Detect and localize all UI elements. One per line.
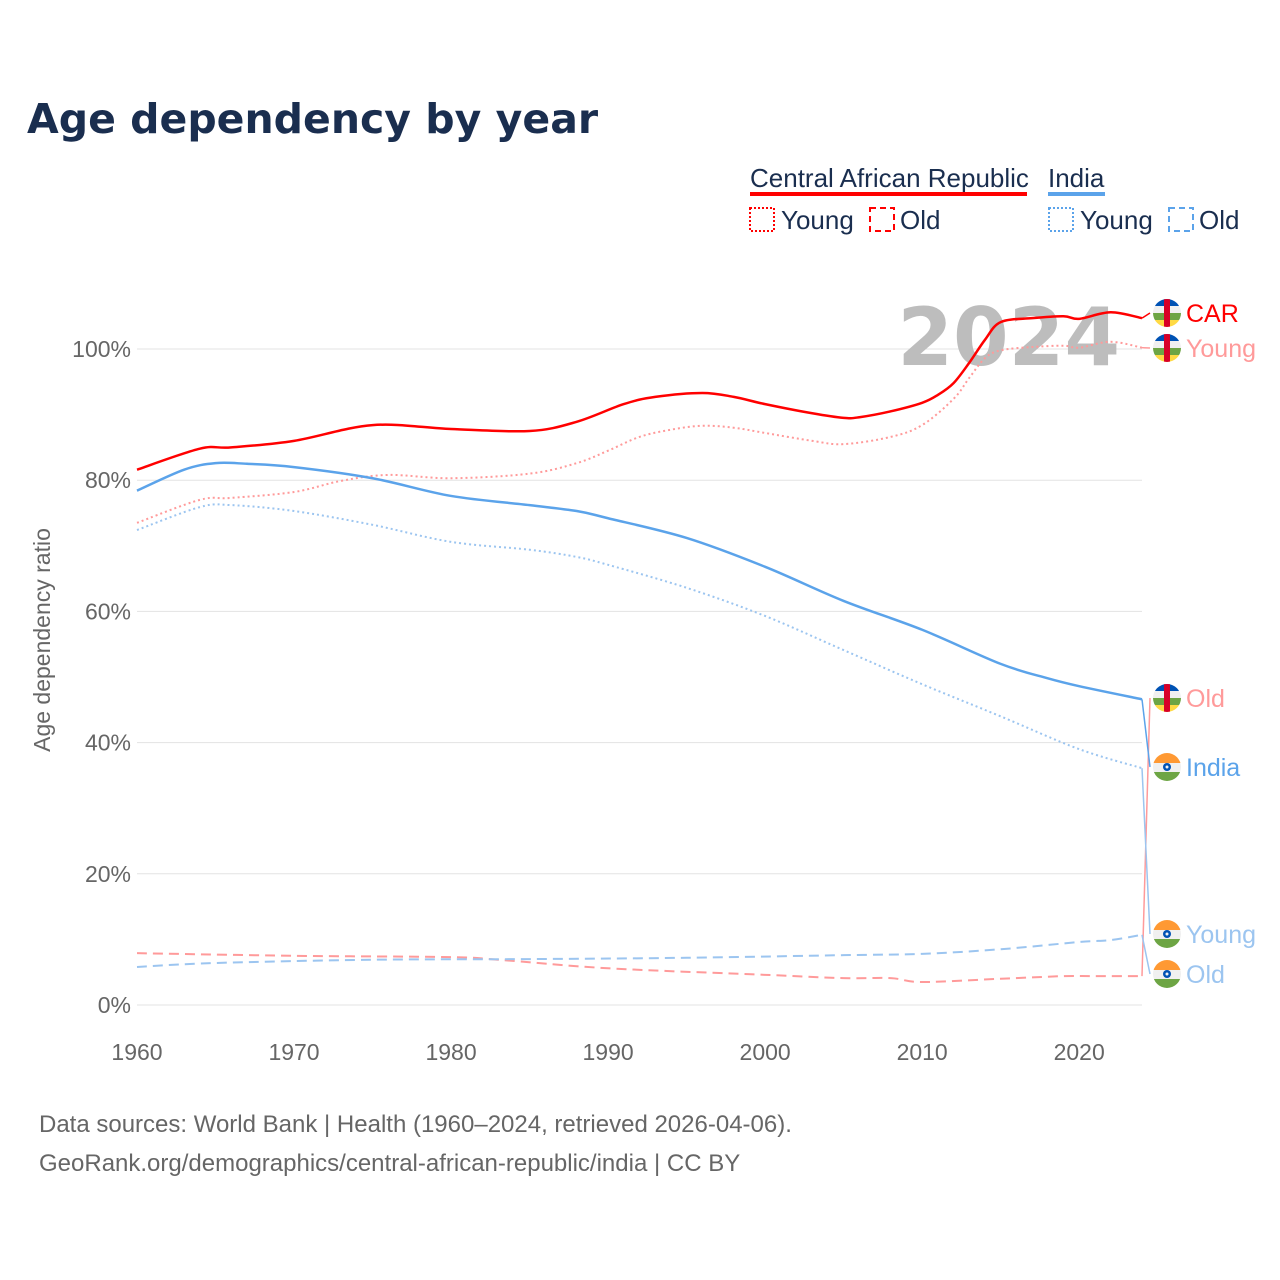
y-tick-label: 0% <box>98 992 131 1018</box>
end-label: India <box>1186 754 1240 782</box>
series-line-india-young <box>136 503 1143 770</box>
end-connector <box>1141 934 1151 975</box>
legend-car-old[interactable]: Old <box>900 205 940 235</box>
y-tick-label: 80% <box>85 467 131 493</box>
legend-india-old-swatch <box>1168 207 1194 232</box>
x-tick-label: 2000 <box>740 1039 791 1065</box>
year-watermark: 2024 <box>897 291 1120 384</box>
car-flag-icon <box>1153 334 1181 362</box>
end-label: Young <box>1186 921 1256 949</box>
legend-country-car[interactable]: Central African Republic <box>750 163 1029 193</box>
legend-india-old[interactable]: Old <box>1199 205 1239 235</box>
end-label: Old <box>1186 685 1225 713</box>
footer-sources: Data sources: World Bank | Health (1960–… <box>39 1111 792 1138</box>
y-tick-label: 40% <box>85 730 131 756</box>
y-tick-label: 20% <box>85 861 131 887</box>
x-tick-label: 2020 <box>1054 1039 1105 1065</box>
series-line-india-old <box>136 933 1143 968</box>
series-line-central-african-republic <box>136 311 1143 471</box>
y-tick-label: 60% <box>85 598 131 624</box>
legend-car-old-swatch <box>869 207 895 232</box>
end-label: Old <box>1186 961 1225 989</box>
legend-india-underline <box>1048 192 1105 196</box>
legend-car-young-swatch <box>749 207 775 232</box>
footer-url[interactable]: GeoRank.org/demographics/central-african… <box>39 1150 740 1177</box>
x-tick-label: 2010 <box>897 1039 948 1065</box>
end-connector <box>1141 768 1151 935</box>
legend-india-young[interactable]: Young <box>1080 205 1153 235</box>
india-flag-icon <box>1153 960 1181 988</box>
india-flag-icon <box>1153 920 1181 948</box>
end-label: CAR <box>1186 300 1239 328</box>
car-flag-icon <box>1153 684 1181 712</box>
legend-car-underline <box>750 192 1027 196</box>
legend-car-young[interactable]: Young <box>781 205 854 235</box>
end-connector <box>1141 699 1151 768</box>
x-tick-label: 1990 <box>583 1039 634 1065</box>
y-axis-label: Age dependency ratio <box>29 528 55 752</box>
chart-title: Age dependency by year <box>27 95 599 143</box>
x-tick-label: 1970 <box>268 1039 319 1065</box>
y-tick-label: 100% <box>72 336 131 362</box>
end-connector <box>1141 312 1151 319</box>
legend-country-india[interactable]: India <box>1048 163 1105 193</box>
india-flag-icon <box>1153 753 1181 781</box>
x-tick-label: 1960 <box>111 1039 162 1065</box>
x-tick-label: 1980 <box>425 1039 476 1065</box>
car-flag-icon <box>1153 299 1181 327</box>
legend: Central African Republic Young Old India… <box>749 163 1239 235</box>
legend-india-young-swatch <box>1048 207 1074 232</box>
end-label: Young <box>1186 335 1256 363</box>
series-line-india <box>136 461 1143 701</box>
